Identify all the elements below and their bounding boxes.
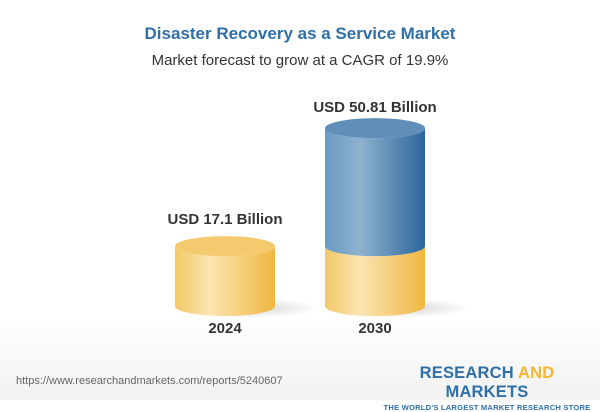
cylinder-2024-top [175,236,275,257]
chart-title: Disaster Recovery as a Service Market [144,24,456,43]
chart: USD 17.1 Billion USD 50.81 Billion 2024 … [167,99,470,337]
category-label-2030: 2030 [358,320,391,337]
category-label-2024: 2024 [208,320,242,337]
cylinder-base-2030-body [325,246,425,316]
cylinder-2024-body [175,246,275,316]
chart-subtitle: Market forecast to grow at a CAGR of 19.… [151,52,449,69]
data-label-2024: USD 17.1 Billion [167,211,282,228]
research-and-markets-logo: RESEARCH AND MARKETS THE WORLD'S LARGEST… [383,364,591,412]
cylinder-growth-2030-top [325,118,425,139]
source-url[interactable]: https://www.researchandmarkets.com/repor… [16,375,283,387]
data-label-2030: USD 50.81 Billion [313,99,436,116]
cylinder-growth-2030-body [325,128,425,257]
